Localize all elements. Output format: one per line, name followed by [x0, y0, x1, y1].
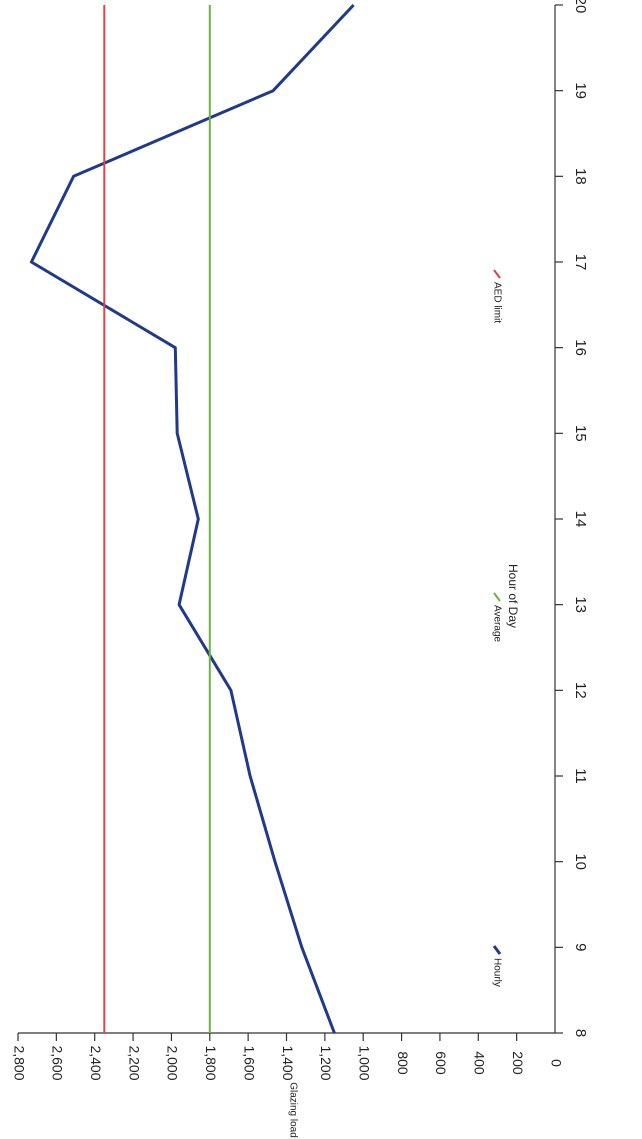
- load-tick-label: 200: [510, 1051, 526, 1075]
- hour-tick-label: 12: [572, 682, 589, 699]
- hour-tick-label: 8: [572, 1029, 589, 1037]
- labels-layer: 89101112131415161718192002004006008001,0…: [11, 0, 589, 1139]
- hour-tick-label: 11: [572, 768, 589, 784]
- load-tick-label: 1,400: [280, 1045, 296, 1080]
- legend: Hourly Average AED limit: [491, 269, 502, 987]
- hour-tick-label: 9: [572, 943, 589, 951]
- load-tick-label: 2,200: [126, 1045, 142, 1080]
- hour-axis-title: Hour of Day: [506, 564, 520, 628]
- hour-tick-label: 10: [572, 853, 589, 870]
- load-tick-label: 800: [395, 1051, 411, 1075]
- hour-tick-label: 14: [572, 511, 589, 528]
- hour-tick-label: 17: [572, 254, 589, 271]
- hour-tick-label: 13: [572, 596, 589, 613]
- legend-marker-hourly: [492, 945, 502, 955]
- legend-marker-aed-limit: [493, 269, 501, 279]
- load-tick-label: 2,800: [11, 1045, 27, 1080]
- series-layer: [29, 3, 355, 1034]
- legend-label-average: Average: [491, 605, 502, 643]
- hour-tick-label: 18: [572, 168, 589, 185]
- legend-label-aed-limit: AED limit: [491, 282, 502, 323]
- load-tick-label: 1,600: [241, 1045, 257, 1080]
- hour-tick-label: 15: [572, 425, 589, 442]
- axes-layer: [17, 4, 563, 1041]
- load-tick-label: 1,000: [357, 1045, 373, 1080]
- hour-tick-label: 19: [572, 82, 589, 99]
- load-tick-label: 1,800: [203, 1045, 219, 1080]
- load-axis-title: Glazing load (Btuh): [287, 1082, 298, 1139]
- series-hourly-line: [29, 3, 355, 1034]
- hour-tick-label: 20: [572, 0, 589, 13]
- load-tick-label: 0: [548, 1059, 564, 1067]
- hour-tick-label: 16: [572, 339, 589, 356]
- load-tick-label: 600: [433, 1051, 449, 1075]
- load-tick-label: 2,600: [50, 1045, 66, 1080]
- load-tick-label: 1,200: [318, 1045, 334, 1080]
- legend-label-hourly: Hourly: [491, 958, 502, 987]
- load-tick-label: 400: [472, 1051, 488, 1075]
- legend-marker-average: [493, 592, 501, 602]
- load-tick-label: 2,000: [165, 1045, 181, 1080]
- load-tick-label: 2,400: [88, 1045, 104, 1080]
